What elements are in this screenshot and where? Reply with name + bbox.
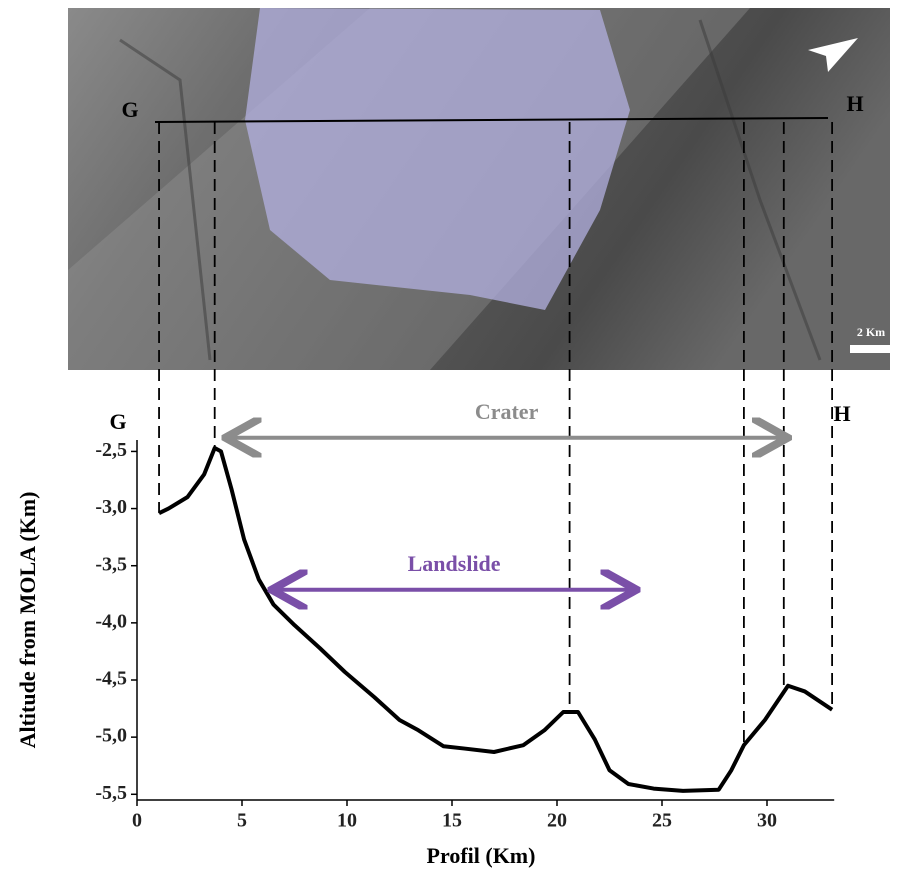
y-axis-label: Altitude from MOLA (Km) (15, 492, 40, 749)
y-tick-label: -3,0 (95, 496, 127, 518)
y-tick-label: -4,0 (95, 610, 127, 632)
scale-label: 2 Km (857, 325, 885, 339)
profile-line (158, 446, 834, 793)
span-label: Crater (475, 399, 539, 424)
x-tick-label: 0 (132, 810, 142, 832)
end-label: H (833, 401, 850, 426)
y-tick-label: -2,5 (95, 439, 127, 461)
span-label: Landslide (408, 551, 501, 576)
x-axis-label: Profil (Km) (427, 843, 536, 868)
profile-start-label: G (121, 97, 138, 122)
profile-end-label: H (846, 91, 863, 116)
start-label: G (109, 409, 126, 434)
x-tick-label: 25 (652, 810, 672, 832)
x-tick-label: 20 (547, 810, 567, 832)
satellite-image: 2 Km G H (68, 8, 892, 370)
y-tick-label: -5,0 (95, 725, 127, 747)
y-tick-label: -3,5 (95, 553, 127, 575)
y-tick-label: -4,5 (95, 668, 127, 690)
x-tick-label: 10 (337, 810, 357, 832)
x-tick-label: 15 (442, 810, 462, 832)
y-tick-label: -5,5 (95, 782, 127, 804)
x-tick-label: 30 (757, 810, 777, 832)
x-tick-label: 5 (237, 810, 247, 832)
